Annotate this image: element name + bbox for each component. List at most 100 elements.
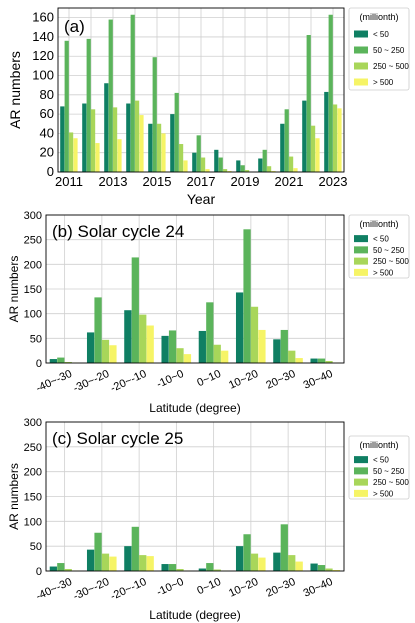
x-tick-label: 20~30 (264, 576, 297, 600)
bar (295, 358, 303, 363)
bar (168, 330, 177, 363)
bar (289, 156, 294, 172)
x-tick-label: 2019 (231, 174, 260, 189)
bar (293, 168, 298, 172)
legend-swatch (354, 467, 368, 475)
x-tick-label: 0~10 (195, 576, 223, 597)
bar (284, 109, 289, 172)
bar (91, 109, 96, 172)
bar (49, 566, 57, 571)
y-tick-label: 50 (30, 333, 42, 345)
y-tick-label: 40 (40, 125, 54, 140)
y-tick-label: 0 (47, 164, 54, 179)
legend-swatch (354, 268, 368, 276)
bar (267, 166, 272, 172)
bar (243, 534, 251, 571)
bar (205, 169, 210, 172)
bar (174, 92, 179, 172)
bar (250, 553, 259, 571)
x-tick-label: -10~0 (155, 576, 186, 599)
bar (250, 306, 259, 363)
bar (280, 123, 285, 172)
bar (325, 568, 333, 571)
bar (94, 297, 102, 363)
bar (101, 339, 110, 363)
bar (139, 555, 147, 571)
legend-swatch (354, 246, 368, 254)
bar (271, 171, 276, 172)
bar (124, 310, 132, 363)
bar (198, 568, 206, 571)
bar (124, 546, 132, 571)
bar (130, 14, 135, 172)
x-tick-label: -20~-10 (109, 368, 149, 395)
y-axis-label: AR numbers (7, 463, 21, 530)
x-tick-label: 10~20 (227, 368, 260, 392)
x-tick-label: 20~30 (264, 368, 297, 392)
bar (161, 564, 169, 571)
x-tick-label: 2017 (187, 174, 216, 189)
y-tick-label: 200 (24, 259, 42, 271)
bar (108, 19, 113, 172)
y-tick-label: 100 (24, 516, 42, 528)
bar (213, 569, 221, 571)
bar (213, 344, 221, 363)
legend-label: 50 ~ 250 (373, 246, 405, 255)
bar (146, 556, 154, 571)
x-tick-label: -10~0 (155, 368, 186, 391)
x-tick-label: 0~10 (195, 368, 223, 389)
x-axis-label: Latitude (degree) (149, 608, 240, 622)
bar (288, 350, 296, 363)
bar (176, 348, 184, 363)
legend-label: 250 ~ 500 (373, 62, 409, 71)
chart-title: (a) (64, 17, 85, 36)
bar (170, 114, 175, 172)
bar (192, 152, 197, 172)
legend-label: 50 ~ 250 (373, 46, 405, 55)
y-tick-label: 120 (32, 48, 54, 63)
bar (69, 132, 74, 172)
bar (109, 556, 117, 571)
legend-title: (millionth) (359, 219, 398, 229)
legend: (millionth) < 50 50 ~ 250 250 ~ 500 > 500 (348, 214, 410, 279)
bar (315, 138, 320, 172)
bar (183, 354, 192, 363)
bar (60, 106, 65, 172)
bar (288, 555, 296, 571)
y-tick-label: 150 (24, 284, 42, 296)
bar (333, 104, 338, 172)
bar (161, 133, 166, 172)
legend-swatch (354, 478, 368, 486)
y-tick-label: 0 (36, 566, 42, 578)
bar (109, 345, 117, 363)
bar (311, 125, 316, 172)
legend-swatch (354, 235, 368, 243)
chart-title: (b) Solar cycle 24 (52, 222, 184, 241)
y-tick-label: 300 (24, 417, 42, 429)
bar (135, 100, 140, 172)
bar (64, 569, 72, 571)
bar (245, 170, 250, 172)
legend-swatch (354, 257, 368, 265)
bar (179, 144, 184, 172)
y-tick-label: 150 (24, 492, 42, 504)
bar (101, 553, 110, 571)
legend-label: 250 ~ 500 (373, 478, 409, 487)
bar (131, 526, 139, 571)
plot-frame (45, 214, 345, 364)
legend-swatch (354, 456, 368, 464)
bar (157, 123, 162, 172)
bar (328, 14, 333, 172)
legend-label: < 50 (373, 456, 389, 465)
bar (236, 160, 241, 172)
bar (235, 546, 244, 571)
bar (176, 569, 184, 571)
chart-title: (c) Solar cycle 25 (52, 429, 183, 448)
x-tick-label: -40~-30 (34, 576, 74, 603)
bar (57, 357, 65, 363)
legend: (millionth) < 50 50 ~ 250 250 ~ 500 > 500 (348, 435, 410, 500)
bar (306, 35, 311, 172)
bar (146, 325, 154, 363)
x-tick-label: 2013 (99, 174, 128, 189)
x-tick-label: 2015 (143, 174, 172, 189)
